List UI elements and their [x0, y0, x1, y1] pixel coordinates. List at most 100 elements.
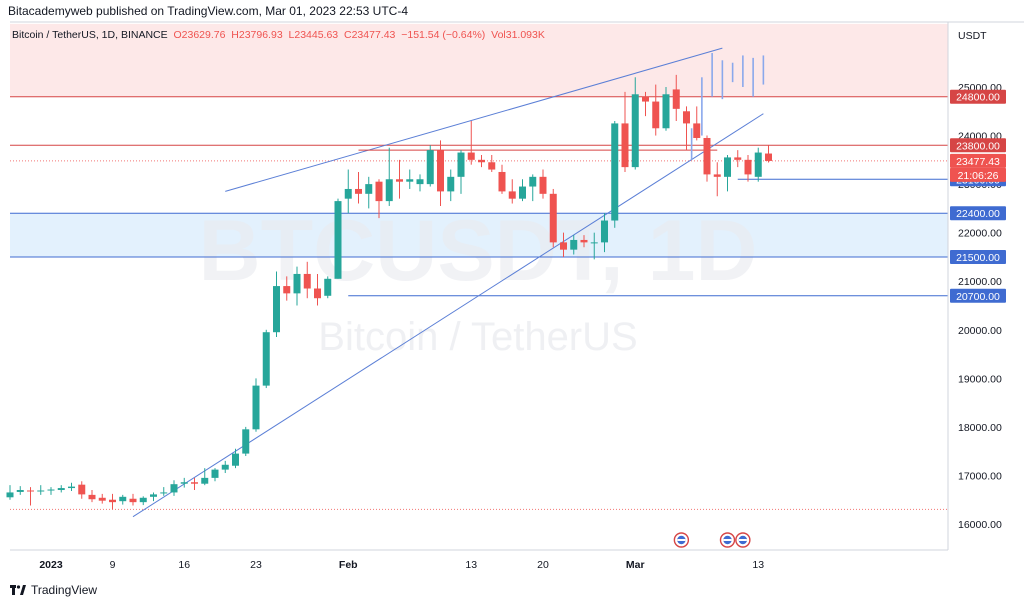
candle-8: [88, 490, 96, 503]
y-tick-label-4: 20000.00: [958, 325, 1002, 337]
y-tick-label-3: 19000.00: [958, 373, 1002, 385]
candle-37: [385, 147, 393, 206]
candle-33: [344, 169, 352, 214]
candle-body-32: [334, 201, 342, 279]
candle-18: [191, 477, 198, 491]
level-badge-5: 20700.00: [956, 291, 1000, 303]
candle-body-44: [457, 152, 465, 177]
candle-42: [437, 140, 444, 206]
candle-2: [27, 487, 34, 506]
candle-62: [642, 91, 649, 117]
levels-layer: [10, 96, 948, 510]
candle-63: [652, 84, 660, 136]
x-tick-label-0: 2023: [39, 559, 63, 571]
candle-body-0: [6, 492, 14, 498]
candle-20: [211, 468, 219, 482]
candle-body-2: [27, 490, 34, 492]
candle-15: [160, 487, 168, 496]
watermark-layer: BTCUSDT, 1D Bitcoin / TetherUS: [198, 203, 757, 359]
high-value: H23796.93: [231, 29, 283, 41]
candle-body-71: [734, 157, 742, 160]
candle-body-51: [529, 176, 537, 187]
change-value: −151.54 (−0.64%): [401, 29, 486, 41]
candle-body-12: [129, 498, 137, 503]
candle-body-36: [375, 181, 383, 202]
candle-72: [744, 154, 752, 182]
candle-5: [57, 485, 65, 493]
event-marker-0-stripe: [677, 539, 686, 541]
candle-43: [447, 169, 455, 202]
candle-29: [303, 261, 311, 299]
candle-36: [375, 179, 383, 219]
candle-body-48: [498, 171, 506, 192]
candle-body-7: [78, 484, 86, 495]
candle-14: [150, 492, 157, 502]
candle-body-4: [47, 489, 55, 491]
x-tick-label-3: 23: [250, 559, 262, 571]
candle-44: [457, 150, 465, 194]
candle-body-9: [98, 497, 106, 501]
footer-brand[interactable]: TradingView: [10, 583, 97, 597]
trendlines-layer: [132, 47, 764, 518]
candle-64: [662, 87, 670, 131]
candle-13: [139, 496, 147, 506]
candle-70: [724, 154, 731, 192]
countdown-badge-bg: [950, 167, 1006, 182]
candle-body-57: [590, 242, 598, 244]
tradingview-logo-icon: [10, 585, 26, 595]
watermark-name: Bitcoin / TetherUS: [318, 315, 637, 359]
candle-body-27: [283, 286, 291, 294]
candle-6: [68, 482, 75, 491]
candle-body-38: [396, 179, 403, 182]
candle-body-43: [447, 176, 455, 192]
candle-54: [560, 232, 567, 257]
publisher-caption: Bitacademyweb published on TradingView.c…: [8, 4, 409, 18]
candle-7: [78, 481, 86, 499]
level-badge-5-bg: [950, 288, 1006, 303]
candle-67: [693, 106, 701, 141]
candle-body-74: [765, 153, 772, 161]
candle-body-54: [560, 242, 567, 250]
candle-22: [232, 448, 239, 469]
level-badge-0: 24800.00: [956, 92, 1000, 104]
candle-body-24: [252, 385, 260, 430]
symbol-name: Bitcoin / TetherUS, 1D, BINANCE: [12, 29, 168, 41]
candle-body-33: [344, 188, 352, 199]
candle-body-60: [621, 123, 629, 168]
candle-body-14: [150, 494, 157, 497]
candle-19: [201, 468, 209, 486]
time-axis[interactable]: 2023 9 16 23 Feb 13 20 Mar 13: [39, 559, 764, 571]
candle-68: [703, 135, 711, 182]
candle-32: [334, 198, 342, 279]
candle-body-53: [549, 193, 557, 243]
countdown-badge: 21:06:26: [958, 170, 999, 182]
candle-body-41: [426, 150, 434, 185]
volume-value: Vol31.093K: [491, 29, 545, 41]
close-value: C23477.43: [344, 29, 396, 41]
candle-body-59: [611, 123, 619, 221]
candle-28: [293, 266, 301, 306]
plot-background: [10, 22, 948, 550]
candle-body-73: [754, 152, 762, 177]
candle-27: [283, 276, 291, 301]
candle-body-66: [683, 111, 690, 124]
candle-body-11: [119, 496, 127, 502]
candle-52: [539, 169, 547, 199]
candle-body-37: [385, 179, 393, 202]
low-value: L23445.63: [288, 29, 339, 41]
candle-35: [365, 176, 373, 209]
candle-body-10: [109, 499, 116, 503]
candle-body-47: [488, 162, 496, 170]
candles-layer: [6, 74, 772, 510]
y-tick-label-5: 21000.00: [958, 276, 1002, 288]
event-marker-2-stripe: [738, 539, 747, 541]
candle-56: [580, 235, 588, 248]
candle-65: [672, 74, 680, 121]
candle-48: [498, 164, 506, 194]
y-tick-label-2: 18000.00: [958, 422, 1002, 434]
candle-60: [621, 91, 629, 172]
candle-73: [754, 147, 762, 182]
candle-58: [601, 213, 608, 253]
candle-body-39: [406, 179, 414, 182]
